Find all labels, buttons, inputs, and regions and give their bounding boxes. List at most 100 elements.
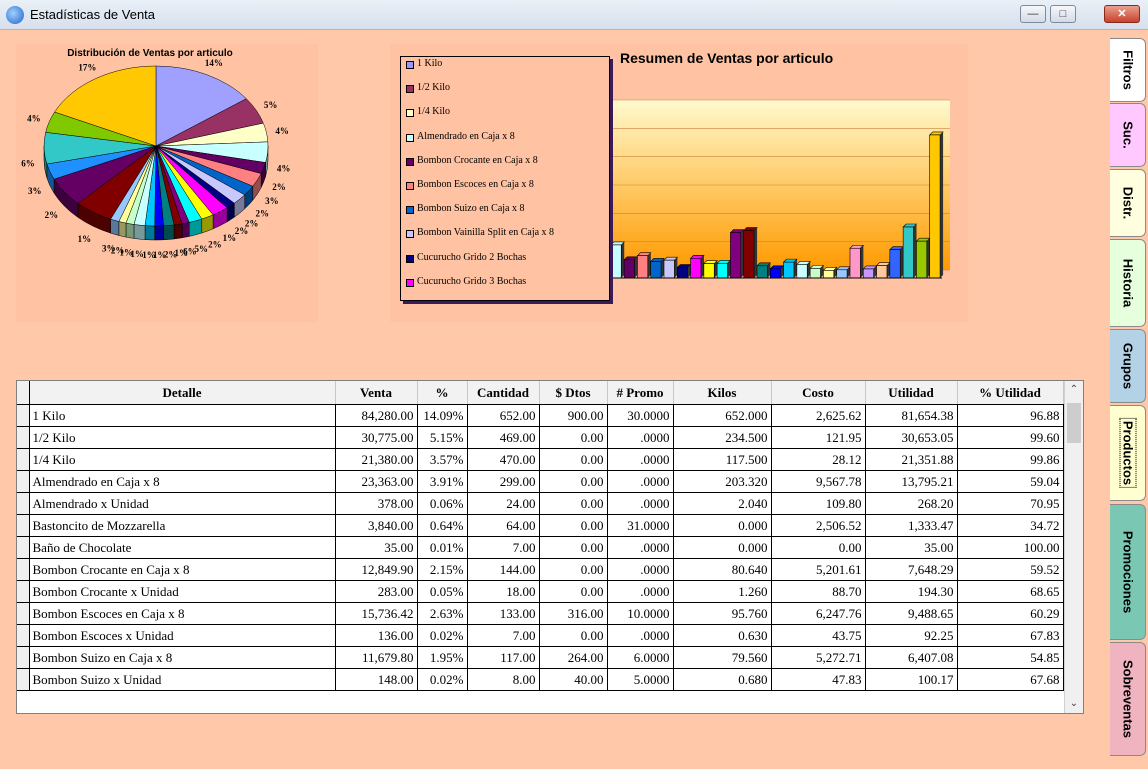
table-cell[interactable]: 35.00 (335, 536, 418, 559)
table-cell[interactable]: .0000 (607, 448, 674, 471)
table-cell[interactable]: 144.00 (467, 558, 540, 581)
table-cell[interactable]: 900.00 (539, 404, 608, 427)
table-cell[interactable]: 2,506.52 (771, 514, 866, 537)
table-cell[interactable]: .0000 (607, 470, 674, 493)
table-cell[interactable]: Bombon Crocante en Caja x 8 (29, 558, 336, 581)
table-cell[interactable]: 59.52 (957, 558, 1064, 581)
table-cell[interactable]: 0.680 (673, 668, 772, 691)
tab-distr[interactable]: Distr. (1110, 169, 1146, 237)
tab-promociones[interactable]: Promociones (1110, 504, 1146, 640)
table-cell[interactable]: 34.72 (957, 514, 1064, 537)
table-cell[interactable]: Bombon Suizo x Unidad (29, 668, 336, 691)
table-cell[interactable]: 316.00 (539, 602, 608, 625)
table-cell[interactable]: Baño de Chocolate (29, 536, 336, 559)
table-cell[interactable]: 3,840.00 (335, 514, 418, 537)
table-cell[interactable]: 28.12 (771, 448, 866, 471)
table-cell[interactable]: 133.00 (467, 602, 540, 625)
table-cell[interactable]: 24.00 (467, 492, 540, 515)
table-cell[interactable]: 30,775.00 (335, 426, 418, 449)
table-cell[interactable]: 3.57% (417, 448, 468, 471)
table-cell[interactable]: 15,736.42 (335, 602, 418, 625)
table-cell[interactable]: 0.64% (417, 514, 468, 537)
table-cell[interactable]: 31.0000 (607, 514, 674, 537)
table-cell[interactable]: 18.00 (467, 580, 540, 603)
table-cell[interactable]: 3.91% (417, 470, 468, 493)
table-cell[interactable]: 0.02% (417, 624, 468, 647)
table-cell[interactable]: 96.88 (957, 404, 1064, 427)
table-cell[interactable]: 203.320 (673, 470, 772, 493)
tab-suc[interactable]: Suc. (1110, 103, 1146, 167)
table-cell[interactable]: 9,567.78 (771, 470, 866, 493)
table-cell[interactable]: 234.500 (673, 426, 772, 449)
table-row[interactable]: Almendrado en Caja x 8 23,363.00 3.91% 299.… (17, 470, 1070, 493)
table-cell[interactable]: 470.00 (467, 448, 540, 471)
table-cell[interactable]: Bombon Escoces x Unidad (29, 624, 336, 647)
table-cell[interactable]: 84,280.00 (335, 404, 418, 427)
table-row[interactable]: Almendrado x Unidad 378.00 0.06% 24.00 0.00.… (17, 492, 1070, 515)
table-cell[interactable]: 21,351.88 (865, 448, 958, 471)
table-cell[interactable]: 0.06% (417, 492, 468, 515)
table-cell[interactable]: 117.500 (673, 448, 772, 471)
row-header[interactable] (17, 492, 30, 515)
scroll-thumb[interactable] (1067, 403, 1081, 443)
column-header[interactable]: Detalle (29, 381, 336, 405)
table-cell[interactable]: .0000 (607, 558, 674, 581)
close-button[interactable]: ✕ (1104, 5, 1140, 23)
table-cell[interactable]: 6,247.76 (771, 602, 866, 625)
table-cell[interactable]: 0.000 (673, 514, 772, 537)
table-cell[interactable]: 652.00 (467, 404, 540, 427)
table-cell[interactable]: 64.00 (467, 514, 540, 537)
table-cell[interactable]: 7.00 (467, 624, 540, 647)
table-cell[interactable]: 54.85 (957, 646, 1064, 669)
table-cell[interactable]: 10.0000 (607, 602, 674, 625)
table-cell[interactable]: 80.640 (673, 558, 772, 581)
table-cell[interactable]: 2.15% (417, 558, 468, 581)
table-cell[interactable]: 81,654.38 (865, 404, 958, 427)
table-cell[interactable]: 12,849.90 (335, 558, 418, 581)
table-cell[interactable]: 7.00 (467, 536, 540, 559)
table-cell[interactable]: 99.60 (957, 426, 1064, 449)
table-cell[interactable]: 0.000 (673, 536, 772, 559)
table-cell[interactable]: 0.05% (417, 580, 468, 603)
row-header[interactable] (17, 668, 30, 691)
table-cell[interactable]: Bombon Escoces en Caja x 8 (29, 602, 336, 625)
table-cell[interactable]: 109.80 (771, 492, 866, 515)
table-cell[interactable]: 0.00 (539, 558, 608, 581)
table-row[interactable]: Bastoncito de Mozzarella 3,840.00 0.64% 64.… (17, 514, 1070, 537)
table-cell[interactable]: 9,488.65 (865, 602, 958, 625)
column-header[interactable]: Venta (335, 381, 418, 405)
table-cell[interactable]: Bombon Crocante x Unidad (29, 580, 336, 603)
column-header[interactable]: Kilos (673, 381, 772, 405)
table-cell[interactable]: 88.70 (771, 580, 866, 603)
table-cell[interactable]: 1.95% (417, 646, 468, 669)
table-cell[interactable]: 5,201.61 (771, 558, 866, 581)
table-cell[interactable]: 0.00 (539, 426, 608, 449)
table-cell[interactable]: 1/2 Kilo (29, 426, 336, 449)
table-cell[interactable]: 30,653.05 (865, 426, 958, 449)
table-cell[interactable]: 1,333.47 (865, 514, 958, 537)
row-header[interactable] (17, 558, 30, 581)
table-cell[interactable]: 35.00 (865, 536, 958, 559)
table-scrollbar[interactable]: ⌃ ⌄ (1064, 381, 1083, 713)
maximize-button[interactable]: □ (1050, 5, 1076, 23)
table-cell[interactable]: 92.25 (865, 624, 958, 647)
row-header[interactable] (17, 624, 30, 647)
row-header[interactable] (17, 580, 30, 603)
row-header[interactable] (17, 470, 30, 493)
tab-sobreventas[interactable]: Sobreventas (1110, 642, 1146, 756)
table-cell[interactable]: 148.00 (335, 668, 418, 691)
table-row[interactable]: 1/4 Kilo 21,380.00 3.57% 470.00 0.00.0000 117… (17, 448, 1070, 471)
table-cell[interactable]: 264.00 (539, 646, 608, 669)
table-cell[interactable]: 652.000 (673, 404, 772, 427)
tab-filtros[interactable]: Filtros (1110, 38, 1146, 102)
table-cell[interactable]: 11,679.80 (335, 646, 418, 669)
table-cell[interactable]: 40.00 (539, 668, 608, 691)
table-cell[interactable]: 14.09% (417, 404, 468, 427)
column-header[interactable]: % (417, 381, 468, 405)
table-cell[interactable]: .0000 (607, 580, 674, 603)
table-cell[interactable]: 121.95 (771, 426, 866, 449)
table-cell[interactable]: 70.95 (957, 492, 1064, 515)
table-cell[interactable]: 378.00 (335, 492, 418, 515)
table-cell[interactable]: 79.560 (673, 646, 772, 669)
table-cell[interactable]: 268.20 (865, 492, 958, 515)
